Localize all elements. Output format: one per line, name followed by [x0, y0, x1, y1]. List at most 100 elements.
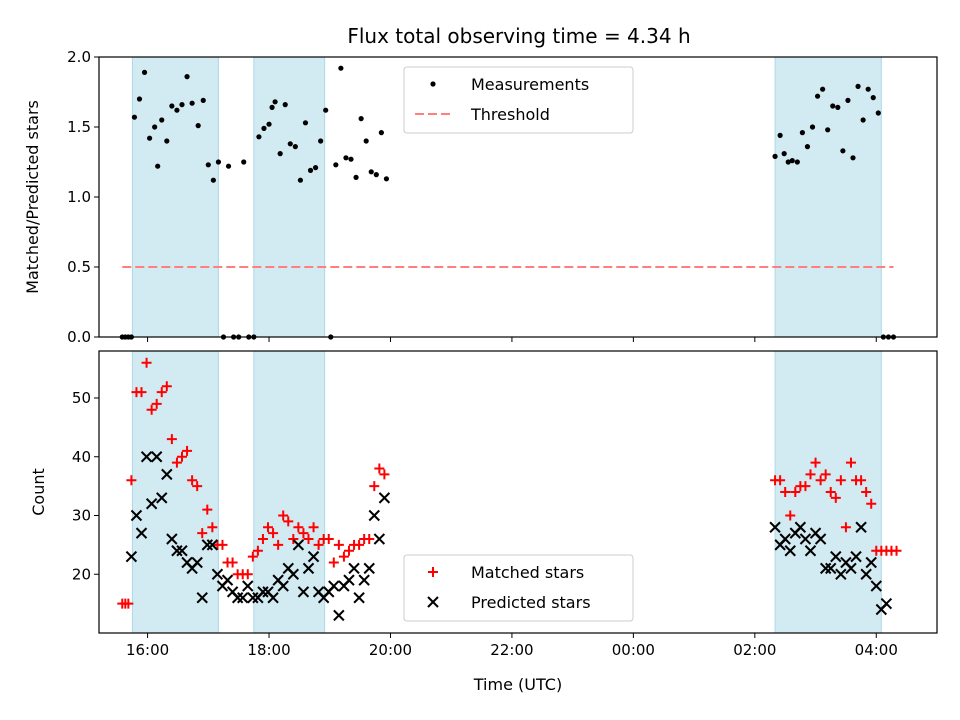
measurement-point: [277, 151, 283, 157]
y-tick-label: 1.0: [67, 188, 91, 206]
matched-star-point: [298, 528, 309, 539]
measurement-point: [282, 102, 288, 108]
measurement-point: [131, 114, 138, 120]
measurement-point: [378, 130, 384, 136]
predicted-star-point: [328, 580, 340, 592]
measurement-point: [368, 169, 374, 175]
matched-star-point: [815, 475, 826, 486]
predicted-star-point: [368, 509, 380, 522]
ratio-x-axis: [147, 337, 877, 342]
legend-swatch: [428, 567, 438, 577]
matched-star-point: [268, 528, 279, 539]
measurement-point: [205, 162, 211, 168]
matched-star-point: [343, 545, 354, 556]
matched-star-point: [805, 469, 816, 480]
predicted-star-point: [206, 539, 219, 551]
matched-star-point: [780, 487, 791, 497]
predicted-star-point: [145, 498, 158, 510]
matched-star-point: [313, 539, 324, 550]
y-tick-label: 0.0: [67, 328, 91, 346]
matched-star-point: [323, 534, 334, 544]
measurement-point: [870, 95, 876, 101]
matched-star-point: [338, 551, 349, 562]
measurement-point: [164, 138, 170, 144]
predicted-star-point: [799, 533, 812, 545]
measurement-point: [333, 162, 339, 168]
matched-star-point: [790, 487, 801, 497]
predicted-star-point: [211, 568, 224, 580]
predicted-star-point: [267, 592, 279, 604]
predicted-star-point: [779, 533, 791, 545]
measurement-point: [835, 104, 841, 110]
measurement-point: [865, 86, 871, 92]
matched-star-point: [354, 539, 365, 550]
y-tick-label: 20: [72, 565, 91, 583]
matched-star-point: [845, 457, 856, 468]
measurement-point: [353, 174, 359, 180]
predicted-star-point: [231, 592, 244, 604]
measurement-point: [383, 176, 390, 182]
x-tick-label: 18:00: [247, 641, 290, 659]
predicted-star-point: [196, 592, 208, 604]
predicted-star-point: [855, 521, 867, 533]
predicted-star-point: [191, 556, 203, 569]
legend-label: Measurements: [471, 75, 589, 94]
ratio-y-axis-label: Matched/Predicted stars: [23, 100, 42, 294]
measurement-point: [159, 117, 165, 123]
measurement-point: [820, 86, 826, 92]
predicted-star-point: [880, 597, 893, 610]
matched-star-point: [293, 522, 304, 533]
measurement-point: [825, 127, 831, 133]
matched-star-point: [257, 534, 268, 544]
predicted-star-point: [804, 545, 817, 557]
predicted-star-point: [171, 545, 183, 557]
measurement-point: [200, 97, 206, 103]
measurement-point: [169, 103, 175, 109]
observing-interval: [253, 56, 326, 338]
matched-star-point: [364, 534, 375, 544]
measurement-point: [373, 172, 379, 178]
observing-interval: [774, 56, 882, 338]
predicted-star-point: [302, 562, 315, 575]
count-panel: 20 30 40 50 16:00 18:00 20:00 22:00 00:00 02:00 0…: [29, 350, 938, 659]
matched-star-point: [820, 469, 831, 480]
legend-label: Predicted stars: [471, 593, 591, 612]
y-tick-label: 40: [72, 448, 91, 466]
matched-star-point: [891, 545, 902, 556]
matched-star-point: [136, 387, 147, 398]
x-axis-label: Time (UTC): [473, 675, 562, 694]
x-tick-label: 16:00: [126, 641, 169, 659]
matched-star-point: [840, 522, 851, 533]
predicted-star-point: [769, 521, 781, 533]
matched-star-point: [856, 475, 867, 486]
matched-star-point: [800, 481, 811, 492]
predicted-star-point: [850, 550, 862, 563]
matched-star-point: [161, 381, 172, 392]
matched-star-point: [288, 534, 299, 544]
matched-star-point: [197, 528, 208, 539]
predicted-star-point: [373, 533, 386, 545]
measurement-point: [195, 123, 201, 129]
measurement-point: [338, 65, 344, 71]
predicted-star-point: [835, 568, 847, 580]
measurement-point: [302, 120, 309, 126]
measurement-point: [794, 159, 800, 165]
measurement-point: [860, 117, 866, 123]
measurement-point: [215, 159, 222, 165]
measurement-point: [256, 134, 262, 140]
measurement-point: [266, 121, 272, 127]
measurement-point: [307, 167, 314, 173]
matched-star-point: [187, 475, 198, 486]
measurement-point: [287, 141, 293, 147]
predicted-star-point: [358, 574, 370, 586]
measurement-point: [804, 144, 811, 150]
measurement-point: [799, 130, 805, 136]
predicted-star-point: [363, 562, 375, 575]
matched-star-point: [126, 475, 137, 486]
predicted-star-point: [814, 533, 827, 545]
predicted-star-point: [221, 574, 234, 586]
matched-star-point: [278, 510, 289, 521]
matched-star-point: [171, 457, 182, 468]
y-tick-label: 50: [72, 389, 91, 407]
predicted-star-point: [307, 550, 320, 563]
